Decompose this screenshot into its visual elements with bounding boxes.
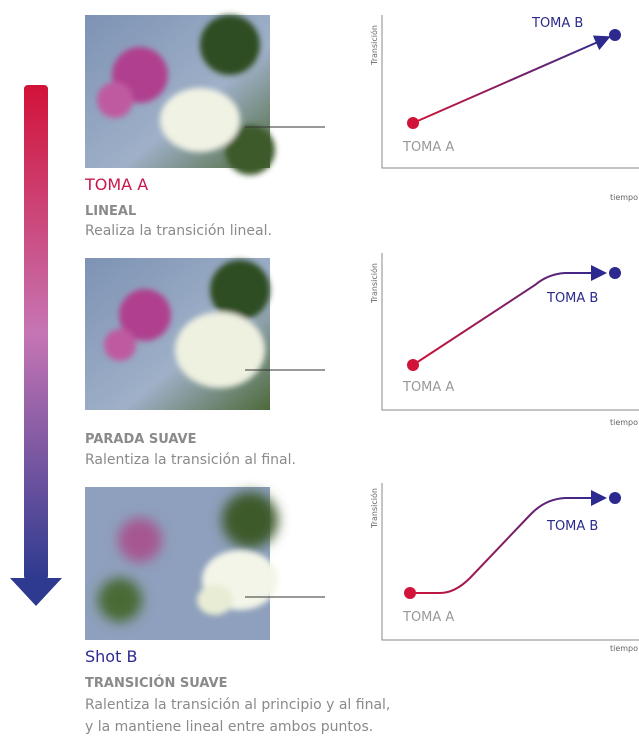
photo: [85, 258, 325, 410]
graph: Transición tiempo TOMA B TOMA A: [369, 15, 639, 202]
curve: [413, 273, 603, 365]
x-axis-label: tiempo: [610, 644, 638, 653]
start-label: TOMA A: [402, 140, 454, 155]
curve: [410, 498, 603, 593]
photo: [85, 15, 325, 175]
end-dot: [609, 267, 621, 279]
photo-caption: Shot B: [85, 647, 137, 666]
description: Ralentiza la transición al principio y a…: [85, 697, 390, 713]
x-axis-label: tiempo: [610, 193, 638, 202]
description: Realiza la transición lineal.: [85, 223, 272, 239]
end-label: TOMA B: [531, 16, 583, 31]
y-axis-label: Transición: [369, 263, 379, 304]
curve: [413, 38, 607, 123]
section-title: LINEAL: [85, 204, 136, 219]
start-dot: [404, 587, 416, 599]
section-title: TRANSICIÓN SUAVE: [85, 675, 228, 691]
end-label: TOMA B: [546, 291, 598, 306]
page: Transición tiempo TOMA B TOMA A Transici…: [0, 0, 639, 736]
section-title: PARADA SUAVE: [85, 432, 196, 447]
graph: Transición tiempo TOMA B TOMA A: [369, 483, 639, 653]
y-axis-label: Transición: [369, 488, 379, 529]
start-dot: [407, 359, 419, 371]
start-label: TOMA A: [402, 610, 454, 625]
end-dot: [609, 492, 621, 504]
description: y la mantiene lineal entre ambos puntos.: [85, 719, 373, 735]
y-axis-label: Transición: [369, 25, 379, 66]
photo: [85, 487, 325, 640]
end-label: TOMA B: [546, 519, 598, 534]
arrow-head: [10, 578, 62, 606]
start-dot: [407, 117, 419, 129]
end-dot: [609, 29, 621, 41]
start-label: TOMA A: [402, 380, 454, 395]
graph: Transición tiempo TOMA B TOMA A: [369, 253, 639, 427]
x-axis-label: tiempo: [610, 418, 638, 427]
description: Ralentiza la transición al final.: [85, 452, 296, 468]
photo-caption: TOMA A: [84, 175, 148, 194]
arrow-shaft: [24, 85, 48, 580]
